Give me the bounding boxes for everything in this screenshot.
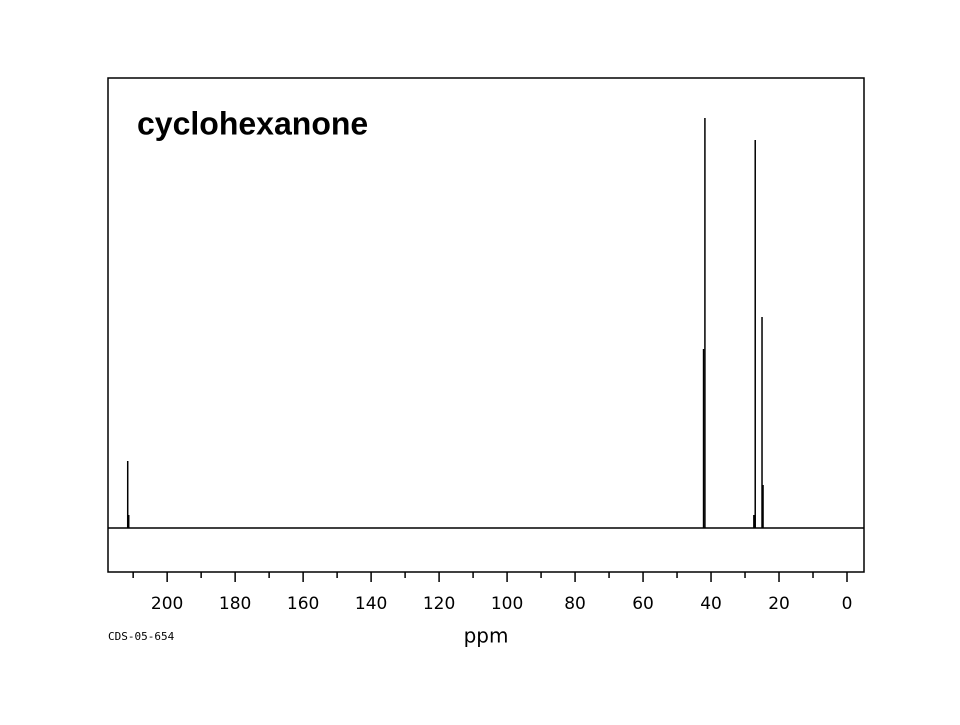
- source-code: CDS-05-654: [108, 630, 175, 643]
- plot-frame: [107, 77, 865, 573]
- x-tick-label: 20: [768, 594, 790, 614]
- x-tick-label: 180: [219, 594, 251, 614]
- x-tick-label: 0: [842, 594, 853, 614]
- chart-title: cyclohexanone: [137, 105, 368, 141]
- x-tick-label: 80: [564, 594, 586, 614]
- x-tick-label: 120: [423, 594, 455, 614]
- x-tick-label: 60: [632, 594, 654, 614]
- x-axis-label: ppm: [464, 624, 509, 648]
- x-tick-label: 160: [287, 594, 319, 614]
- x-tick-label: 100: [491, 594, 523, 614]
- x-tick-label: 200: [151, 594, 183, 614]
- x-tick-label: 140: [355, 594, 387, 614]
- x-tick-label: 40: [700, 594, 722, 614]
